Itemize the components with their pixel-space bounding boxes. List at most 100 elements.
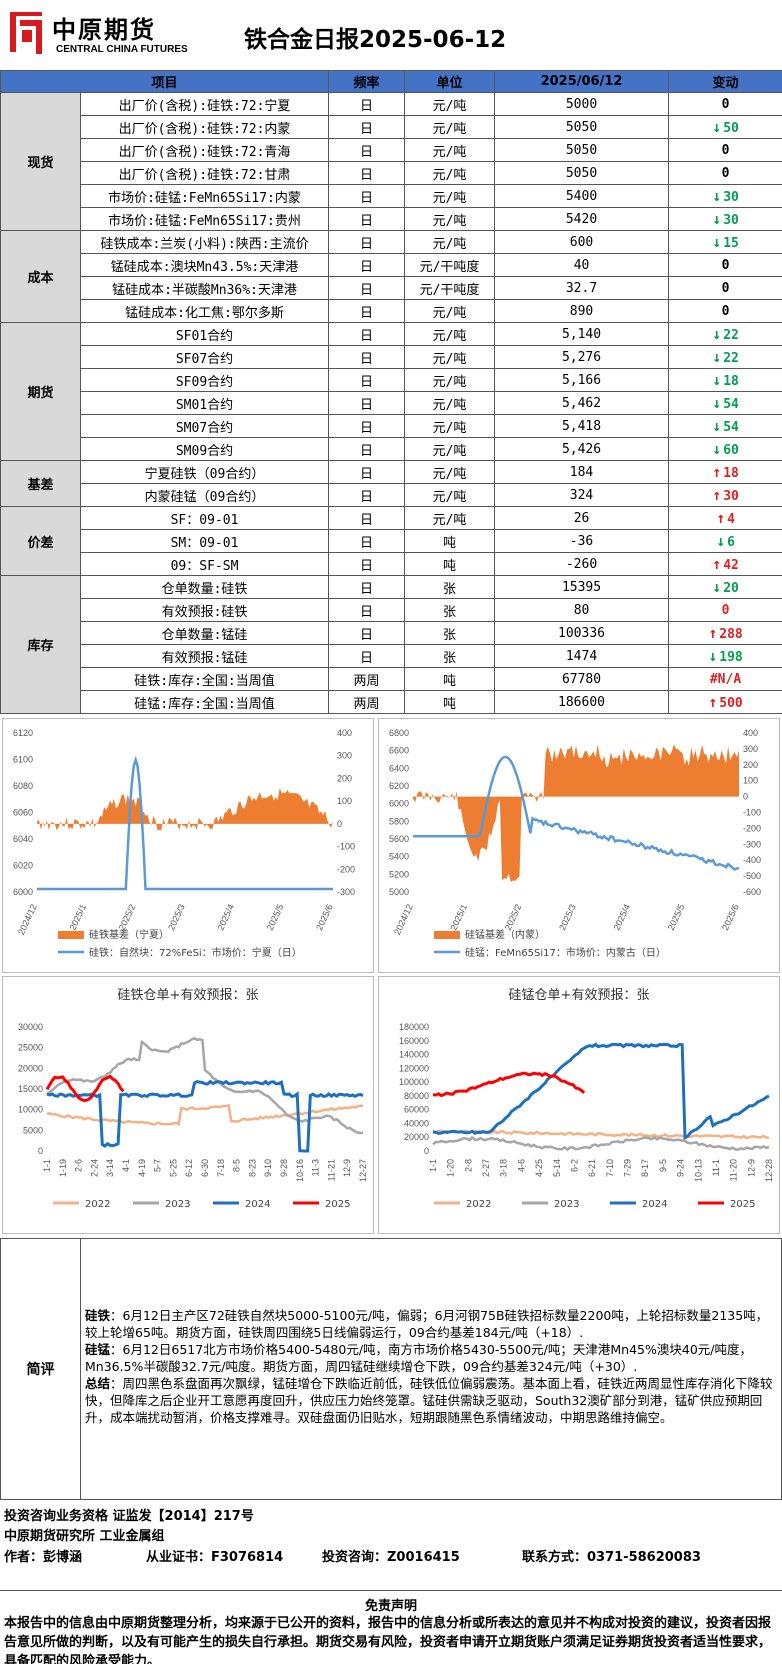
- freq-cell: 日: [328, 207, 406, 231]
- arrow-down-icon: ↓: [712, 210, 722, 228]
- unit-cell: 元/吨: [404, 483, 496, 507]
- change-value: 30: [723, 213, 739, 228]
- change-cell: 0: [668, 299, 782, 323]
- y2-tick-label: 300: [337, 751, 352, 761]
- change-value: 18: [723, 374, 739, 389]
- x-tick-label: 4-6: [516, 1159, 526, 1172]
- x-tick-label: 2025/1: [67, 903, 88, 932]
- y-tick-label: 5200: [389, 869, 409, 879]
- category-cell: 期货: [0, 322, 81, 461]
- col-header-date: 2025/06/12: [494, 70, 670, 93]
- item-cell: SM09合约: [79, 437, 330, 461]
- arrow-down-icon: ↓: [708, 647, 718, 665]
- category-cell: 成本: [0, 230, 81, 323]
- company-name: 中原期货: [52, 15, 156, 44]
- item-cell: 出厂价(含税):硅铁:72:宁夏: [79, 92, 330, 116]
- arrow-down-icon: ↓: [712, 233, 722, 251]
- x-tick-label: 2025/5: [265, 903, 286, 932]
- table-row: 市场价:硅锰:FeMn65Si17:内蒙日元/吨 5400 ↓ 30: [1, 184, 782, 208]
- legend-label: 2022: [85, 1199, 110, 1210]
- y-tick-label: 6600: [389, 746, 409, 756]
- change-value: 0: [721, 96, 730, 112]
- table-row: 出厂价(含税):硅铁:72:甘肃日元/吨 5050 0: [1, 161, 782, 185]
- y2-tick-label: -300: [743, 839, 761, 849]
- y-tick-label: 80000: [404, 1091, 429, 1101]
- chart-sf-basis: 6120 6100 6080 6060 6040 6020 6000 400 300 200 100…: [2, 718, 374, 973]
- change-value: 0: [721, 257, 730, 273]
- x-tick-label: 9-5: [658, 1159, 668, 1172]
- x-tick-label: 2-27: [481, 1159, 491, 1177]
- value-cell: 5,426: [494, 437, 670, 461]
- change-value: 0: [721, 602, 730, 618]
- y-tick-label: 6040: [13, 834, 33, 844]
- freq-cell: 日: [328, 115, 406, 139]
- change-value: 30: [723, 190, 739, 205]
- change-cell: 0: [668, 138, 782, 162]
- change-cell: 0: [668, 253, 782, 277]
- freq-cell: 两周: [328, 690, 406, 714]
- x-tick-label: 8-5: [232, 1159, 242, 1172]
- y2-tick-label: -400: [743, 855, 761, 865]
- item-cell: 市场价:硅锰:FeMn65Si17:内蒙: [79, 184, 330, 208]
- freq-cell: 日: [328, 575, 406, 599]
- arrow-down-icon: ↓: [712, 578, 722, 596]
- value-cell: 186600: [494, 690, 670, 714]
- value-cell: 5400: [494, 184, 670, 208]
- unit-cell: 元/吨: [404, 506, 496, 530]
- legend-label: 硅铁基差（宁夏）: [89, 928, 169, 941]
- arrow-up-icon: ↑: [716, 509, 726, 527]
- x-tick-label: 10-16: [295, 1159, 305, 1182]
- item-cell: 出厂价(含税):硅铁:72:甘肃: [79, 161, 330, 185]
- freq-cell: 日: [328, 230, 406, 254]
- freq-cell: 日: [328, 506, 406, 530]
- item-cell: 出厂价(含税):硅铁:72:内蒙: [79, 115, 330, 139]
- x-tick-label: 7-18: [216, 1159, 226, 1177]
- item-cell: 宁夏硅铁（09合约）: [79, 460, 330, 484]
- arrow-up-icon: ↑: [712, 463, 722, 481]
- change-cell: ↓ 50: [668, 115, 782, 139]
- unit-cell: 张: [404, 621, 496, 645]
- value-cell: 184: [494, 460, 670, 484]
- item-cell: 有效预报:硅铁: [79, 598, 330, 622]
- arrow-down-icon: ↓: [716, 532, 726, 550]
- change-value: 500: [719, 696, 743, 711]
- price-line: [413, 755, 740, 871]
- unit-cell: 元/吨: [404, 115, 496, 139]
- qualification-line: 投资咨询业务资格 证监发【2014】217号: [4, 1509, 254, 1524]
- item-cell: 锰硅成本:澳块Mn43.5%:天津港: [79, 253, 330, 277]
- value-cell: 5,166: [494, 368, 670, 392]
- x-tick-label: 11-3: [311, 1159, 321, 1176]
- col-header-freq: 频率: [328, 70, 406, 93]
- value-cell: 324: [494, 483, 670, 507]
- x-tick-label: 1-1: [428, 1159, 438, 1172]
- report-header: 中原期货 CENTRAL CHINA FUTURES 铁合金日报2025-06-…: [0, 0, 782, 70]
- unit-cell: 元/吨: [404, 161, 496, 185]
- item-cell: 仓单数量:硅铁: [79, 575, 330, 599]
- series-line-2025: [45, 1074, 125, 1103]
- unit-cell: 元/吨: [404, 437, 496, 461]
- y2-tick-label: 0: [337, 819, 342, 829]
- change-cell: ↓ 198: [668, 644, 782, 668]
- value-cell: 5050: [494, 161, 670, 185]
- series-line-2023: [432, 1135, 770, 1152]
- unit-cell: 元/吨: [404, 322, 496, 346]
- freq-cell: 日: [328, 345, 406, 369]
- comment-summary-body: ：周四黑色系盘面再次飘绿，锰硅增仓下跌临近前低，硅铁低位偏弱震荡。基本面上看，硅…: [85, 1376, 773, 1425]
- y-tick-label: 5800: [389, 816, 409, 826]
- y-tick-label: 15000: [18, 1084, 43, 1094]
- change-value: 0: [721, 142, 730, 158]
- x-tick-label: 3-14: [105, 1159, 115, 1177]
- x-tick-label: 2025/6: [720, 903, 741, 932]
- freq-cell: 日: [328, 621, 406, 645]
- freq-cell: 日: [328, 138, 406, 162]
- change-cell: ↑ 500: [668, 690, 782, 714]
- chart-sm-basis-svg: 6800 6600 6400 6200 6000 5800 5600 5400 5200 5000…: [389, 728, 761, 959]
- freq-cell: 日: [328, 644, 406, 668]
- y-tick-label: 120000: [399, 1063, 429, 1073]
- chart-sm-warrants-svg: 硅锰仓单+有效预报：张 180000 160000 140000 120000 10000…: [399, 988, 774, 1210]
- table-row: SM：09-01 日吨 -36 ↓ 6: [1, 529, 782, 553]
- col-header-change: 变动: [668, 70, 782, 93]
- item-cell: 仓单数量:锰硅: [79, 621, 330, 645]
- unit-cell: 元/吨: [404, 184, 496, 208]
- freq-cell: 日: [328, 276, 406, 300]
